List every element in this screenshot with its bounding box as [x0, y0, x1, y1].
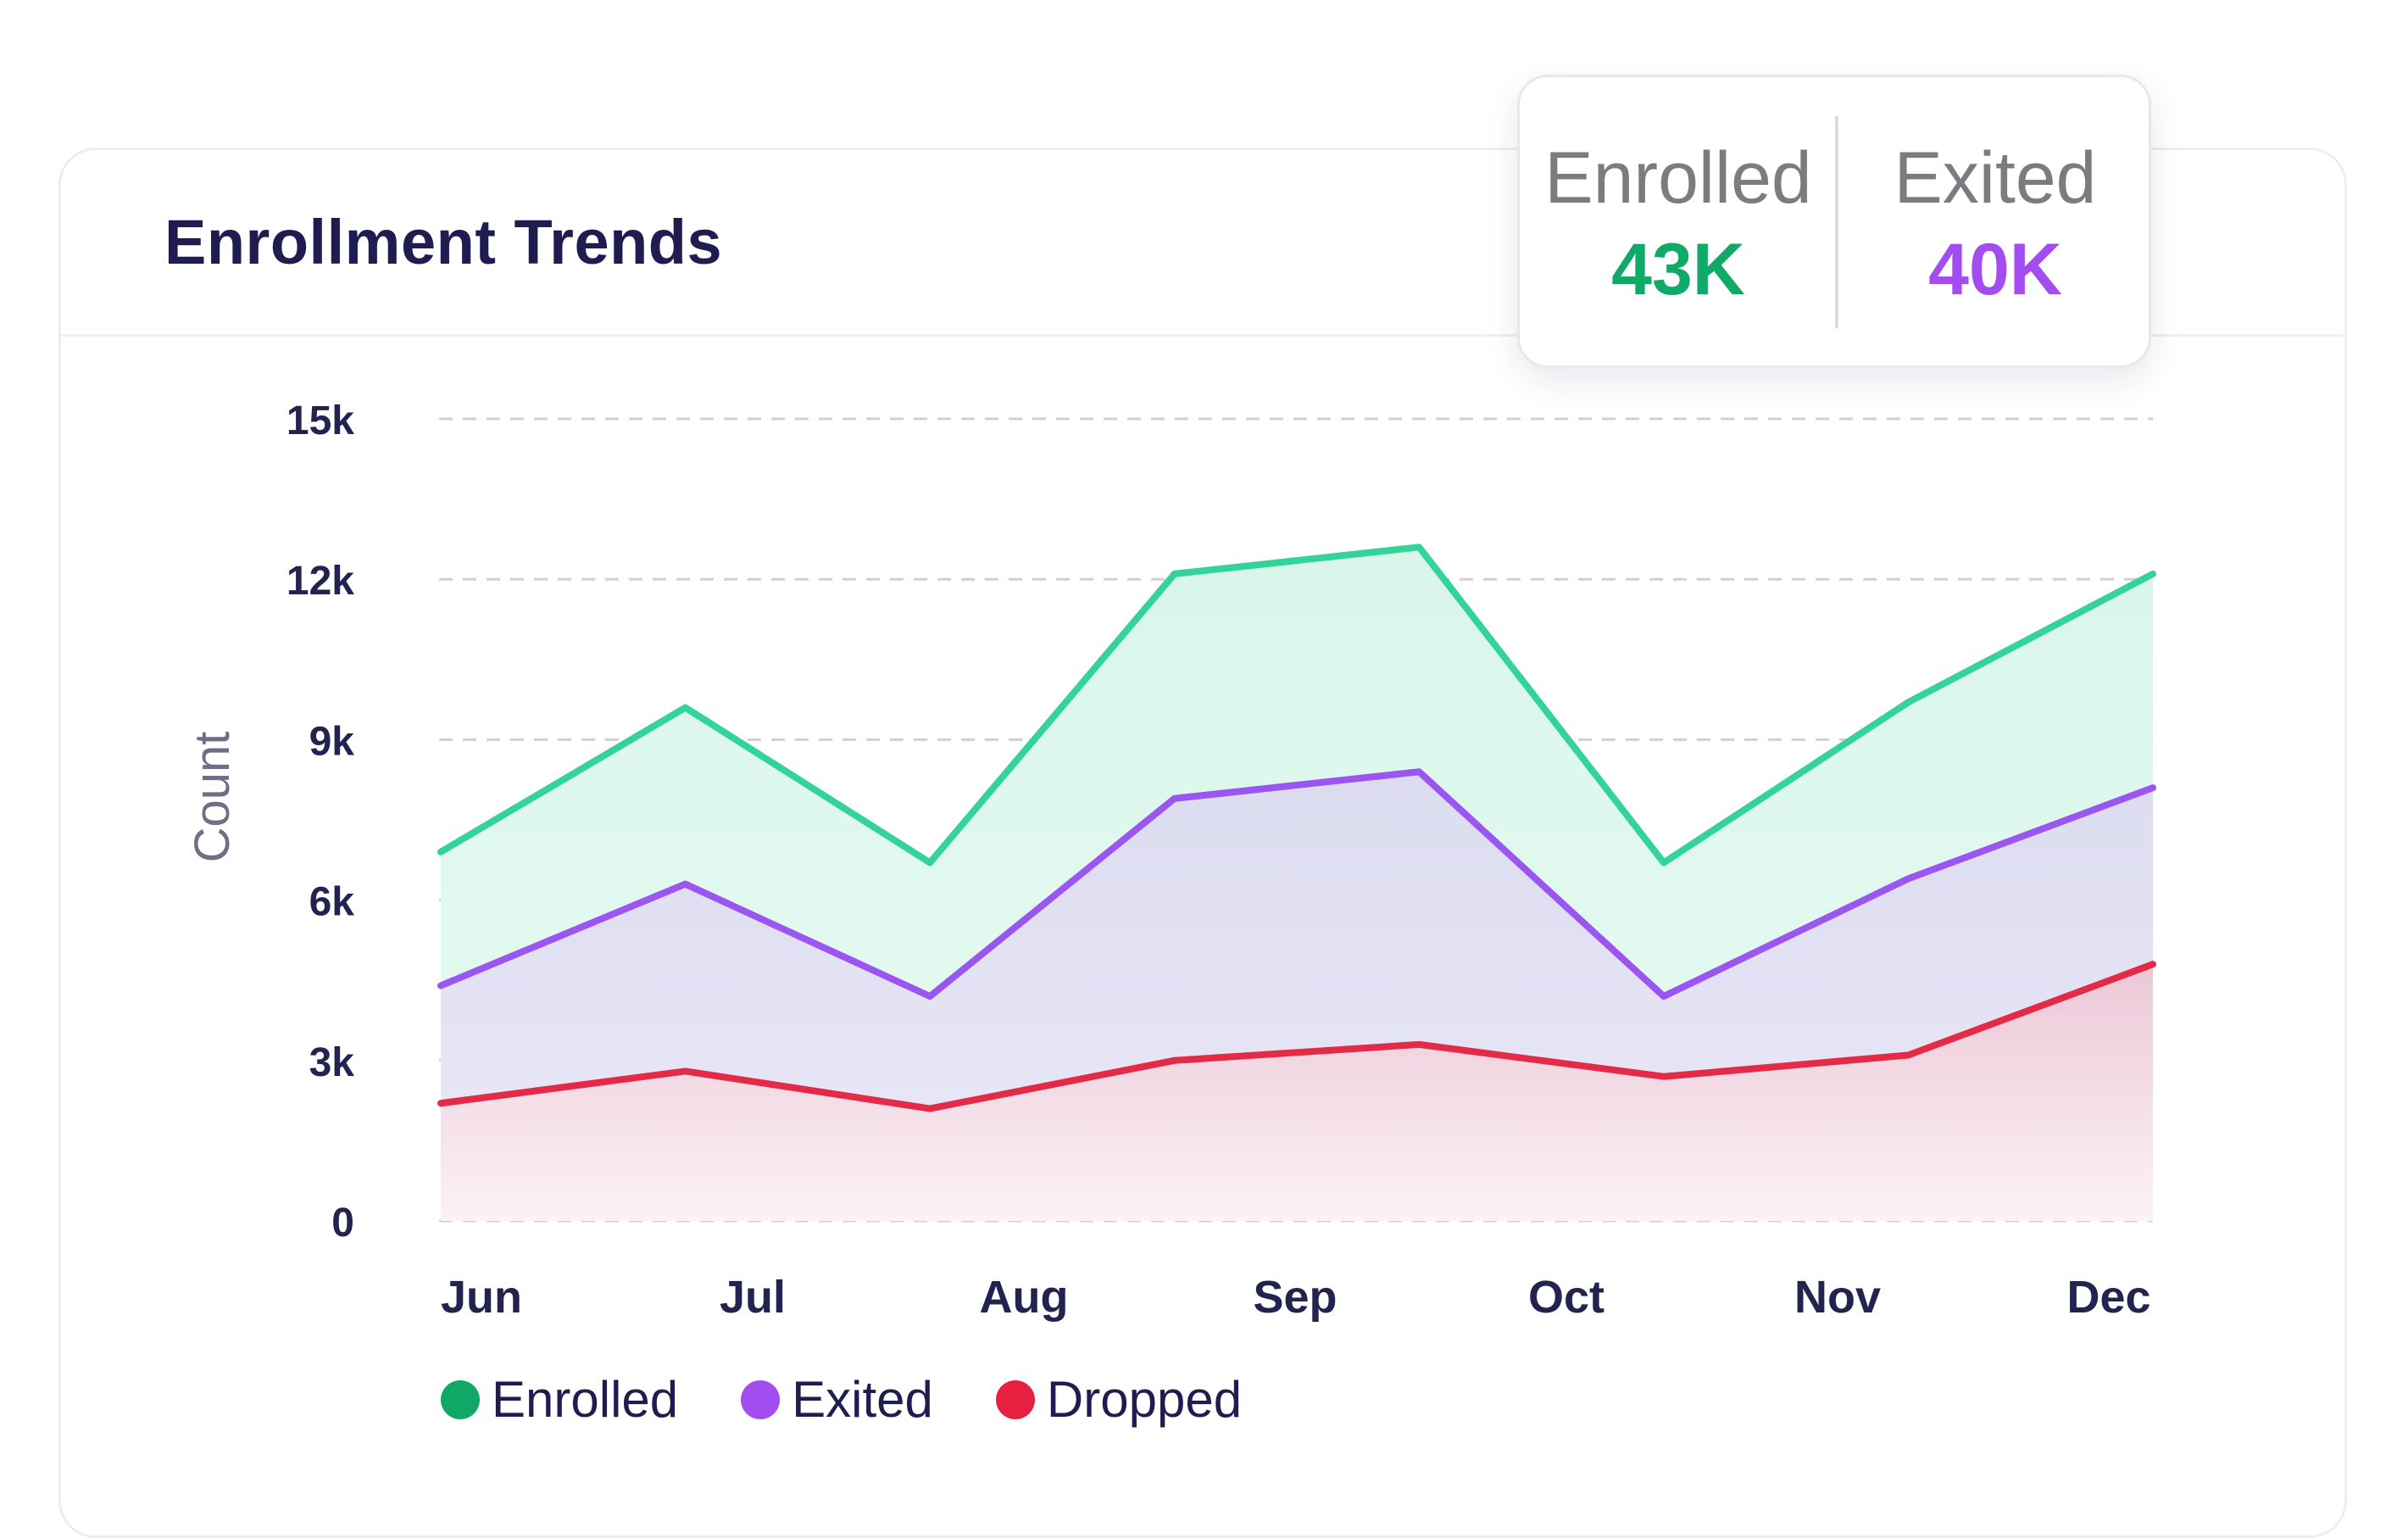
legend-item-exited[interactable]: Exited — [741, 1370, 933, 1429]
series-areas — [441, 547, 2153, 1221]
summary-enrolled-label: Enrolled — [1544, 137, 1812, 219]
area-dropped — [441, 964, 2153, 1221]
legend-dot-exited — [741, 1379, 781, 1419]
chart-legend: Enrolled Exited Dropped — [441, 1370, 1242, 1429]
line-enrolled — [437, 543, 2156, 867]
legend-dot-enrolled — [441, 1379, 480, 1419]
legend-dot-dropped — [995, 1379, 1035, 1419]
summary-enrolled-value: 43K — [1611, 229, 1745, 310]
area-chart: 0 3k 6k 9k 12k 15k Jun Jul Aug Sep Oct Nov Dec Coun… — [185, 398, 2156, 1323]
x-tick-label: Oct — [1528, 1272, 1604, 1323]
y-axis-ticks: 0 3k 6k 9k 12k 15k — [286, 398, 354, 1245]
y-tick-label: 15k — [286, 398, 354, 443]
summary-enrolled: Enrolled 43K — [1520, 77, 1837, 365]
x-tick-label: Aug — [980, 1272, 1069, 1323]
x-tick-label: Sep — [1253, 1272, 1337, 1323]
legend-item-enrolled[interactable]: Enrolled — [441, 1370, 678, 1429]
y-axis-label: Count — [185, 732, 240, 863]
summary-tooltip: Enrolled 43K Exited 40K — [1517, 75, 2151, 368]
summary-divider — [1835, 116, 1838, 328]
line-exited — [437, 768, 2156, 1000]
x-tick-label: Dec — [2066, 1272, 2150, 1323]
x-tick-label: Jun — [441, 1272, 522, 1323]
x-axis-ticks: Jun Jul Aug Sep Oct Nov Dec — [441, 1272, 2151, 1323]
stage: Enrollment Trends 0 3k 6k 9k 12k 15k Jun Jul Au… — [58, 75, 2347, 1538]
legend-label-dropped: Dropped — [1046, 1371, 1243, 1428]
legend-label-exited: Exited — [792, 1371, 933, 1428]
card-title: Enrollment Trends — [164, 207, 723, 277]
y-tick-label: 9k — [309, 719, 355, 764]
x-tick-label: Nov — [1794, 1272, 1881, 1323]
y-tick-label: 6k — [309, 880, 355, 925]
summary-exited-value: 40K — [1928, 229, 2062, 310]
series-lines — [437, 543, 2156, 1112]
y-tick-label: 12k — [286, 559, 354, 604]
legend-item-dropped[interactable]: Dropped — [995, 1370, 1243, 1429]
y-tick-label: 0 — [331, 1201, 354, 1245]
line-dropped — [437, 961, 2156, 1112]
card-header: Enrollment Trends — [61, 150, 2344, 337]
y-tick-label: 3k — [309, 1040, 355, 1085]
x-tick-label: Jul — [720, 1272, 786, 1323]
summary-exited: Exited 40K — [1837, 77, 2154, 365]
legend-label-enrolled: Enrolled — [492, 1371, 679, 1428]
summary-exited-label: Exited — [1894, 137, 2097, 219]
